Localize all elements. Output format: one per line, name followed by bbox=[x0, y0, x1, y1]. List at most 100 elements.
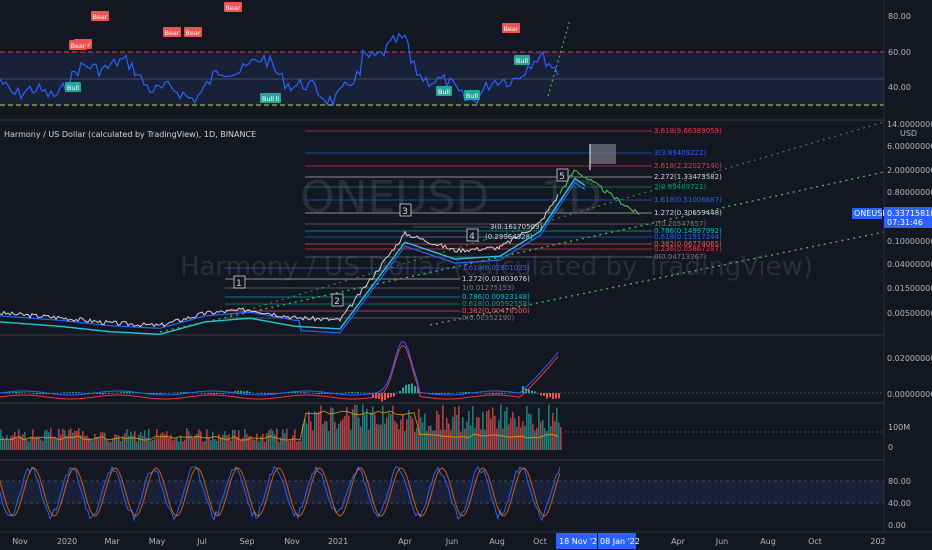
bear-signal-marker bbox=[224, 2, 242, 12]
volume-bar bbox=[162, 432, 164, 450]
volume-bar bbox=[472, 406, 474, 450]
volume-bar bbox=[158, 437, 160, 450]
volume-bar bbox=[138, 434, 140, 450]
price-axis[interactable]: 80.00 60.00 40.00 14.00000000 USD 6.0000… bbox=[852, 0, 932, 532]
volume-bar bbox=[552, 412, 554, 450]
wave-marker bbox=[466, 228, 479, 242]
volume-bar bbox=[196, 433, 198, 450]
volume-bar bbox=[392, 405, 394, 450]
fib-lower-label: 1.618(0.02801035) bbox=[462, 264, 530, 272]
time-axis[interactable]: 18 Nov '21 08 Jan '22 Nov 2020 Mar May Jul Se… bbox=[0, 531, 932, 550]
volume-bar bbox=[426, 430, 428, 450]
volume-bar bbox=[402, 414, 404, 450]
volume-bar bbox=[124, 433, 126, 450]
time-tick: 202 bbox=[870, 537, 885, 546]
volume-bar bbox=[130, 431, 132, 450]
volume-bar bbox=[326, 421, 328, 450]
wave-label: 3 bbox=[402, 207, 408, 217]
volume-bar bbox=[502, 428, 504, 450]
macd-bar bbox=[240, 390, 242, 394]
macd-bar bbox=[243, 391, 245, 394]
macd-bar bbox=[123, 392, 125, 394]
macd-bar bbox=[162, 393, 164, 394]
volume-bar bbox=[184, 439, 186, 450]
macd-bar bbox=[405, 384, 407, 394]
volume-bar bbox=[30, 436, 32, 450]
volume-bar bbox=[256, 433, 258, 450]
macd-bar bbox=[390, 393, 392, 398]
macd-bar bbox=[417, 387, 419, 394]
wave-label: 2 bbox=[334, 297, 340, 307]
volume-bar bbox=[436, 410, 438, 450]
volume-bar bbox=[534, 430, 536, 450]
bull-signal-marker bbox=[65, 82, 81, 92]
time-tick: Apr bbox=[671, 537, 686, 546]
volume-bar bbox=[406, 419, 408, 450]
volume-bar bbox=[188, 430, 190, 450]
volume-bar bbox=[390, 414, 392, 450]
price-tick-6: 0.04000000 bbox=[887, 260, 932, 269]
volume-bar bbox=[532, 423, 534, 450]
macd-bar bbox=[264, 393, 266, 395]
volume-bar bbox=[200, 431, 202, 450]
macd-bar bbox=[108, 393, 110, 394]
macd-bar bbox=[294, 391, 296, 394]
macd-bar bbox=[486, 393, 488, 394]
volume-bar bbox=[514, 418, 516, 450]
price-series-line bbox=[0, 194, 559, 328]
macd-bar bbox=[225, 393, 227, 394]
volume-bar bbox=[166, 431, 168, 450]
volume-bar bbox=[512, 411, 514, 450]
volume-bar bbox=[308, 411, 310, 450]
macd-bar bbox=[414, 386, 416, 394]
time-tick: Sep bbox=[239, 537, 254, 546]
volume-bar bbox=[42, 440, 44, 450]
volume-bar bbox=[274, 434, 276, 450]
bear-signal-label: Bear bbox=[70, 42, 85, 50]
volume-bar bbox=[104, 432, 106, 450]
volume-bar bbox=[442, 405, 444, 450]
macd-bar bbox=[78, 392, 80, 394]
time-tick: 2020 bbox=[57, 537, 77, 546]
volume-bar bbox=[218, 434, 220, 450]
volume-bar bbox=[96, 437, 98, 450]
time-tick: Jul bbox=[196, 537, 207, 546]
time-tick: Aug bbox=[489, 537, 505, 546]
volume-bar bbox=[116, 435, 118, 450]
macd-bar bbox=[303, 392, 305, 394]
volume-bar bbox=[80, 435, 82, 450]
macd-bar bbox=[81, 392, 83, 394]
volume-bar bbox=[212, 431, 214, 450]
macd-bar bbox=[69, 392, 71, 394]
volume-bar bbox=[34, 436, 36, 450]
macd-bar bbox=[498, 393, 500, 395]
volume-bar bbox=[482, 411, 484, 450]
volume-bar bbox=[64, 430, 66, 450]
price-pane[interactable]: Harmony / US Dollar (calculated by Tradi… bbox=[0, 121, 885, 336]
volume-pane[interactable] bbox=[0, 404, 884, 450]
fib-upper-label: 1(0.20547657) bbox=[654, 220, 706, 228]
volume-bar bbox=[126, 429, 128, 450]
stoch-pane[interactable] bbox=[0, 465, 884, 522]
macd-bar bbox=[213, 393, 215, 395]
stoch-tick-40: 40.00 bbox=[888, 499, 911, 508]
volume-bar bbox=[198, 429, 200, 450]
macd-pane[interactable] bbox=[0, 340, 884, 402]
volume-bar bbox=[240, 439, 242, 450]
volume-bar bbox=[544, 428, 546, 450]
volume-bar bbox=[242, 437, 244, 450]
fib-upper-label: 3.618(9.66389059) bbox=[654, 127, 722, 135]
macd-bar bbox=[315, 393, 317, 394]
volume-bar bbox=[290, 439, 292, 450]
bull-signal-label: Bull bbox=[466, 92, 478, 100]
volume-bar bbox=[2, 436, 4, 450]
rsi-pane[interactable]: BearBearBearBearBearBearBearBullBullBull… bbox=[0, 2, 884, 107]
macd-bar bbox=[207, 393, 209, 394]
volume-bar bbox=[450, 430, 452, 450]
macd-bar bbox=[165, 393, 167, 394]
macd-bar bbox=[489, 393, 491, 394]
price-recent-line bbox=[559, 169, 640, 216]
macd-bar bbox=[42, 393, 44, 395]
volume-bar bbox=[172, 440, 174, 450]
